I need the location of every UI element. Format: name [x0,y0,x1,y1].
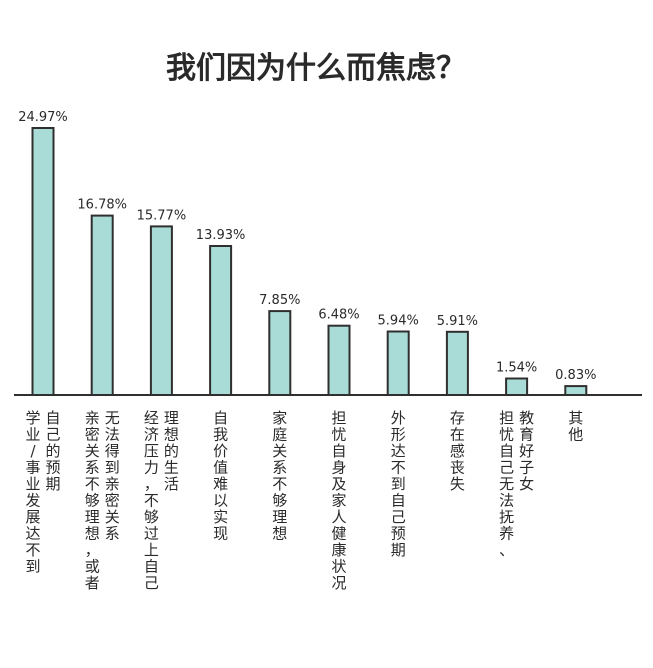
category-label-2-1: 理想的生活 [164,409,179,493]
bar-7 [445,330,469,396]
chart-title: 我们因为什么而焦虑？ [166,51,466,86]
value-label-1: 16.78% [77,198,127,213]
category-label-1-0: 亲密关系不够理想，或者 [85,409,100,592]
value-label-3: 13.93% [196,228,246,243]
category-label-0-1: 自己的预期 [45,409,60,493]
bar-4 [268,310,292,397]
value-label-7: 5.91% [437,314,478,329]
category-label-2-0: 经济压力，不够过上自己 [144,409,159,592]
value-label-2: 15.77% [137,208,187,223]
category-label-1-1: 无法得到亲密关系 [105,409,120,543]
category-label-4-0: 家庭关系不够理想 [272,409,287,543]
category-label-5-0: 担忧自身及家人健康状况 [331,409,346,592]
bar-0 [31,127,55,396]
category-label-8-0: 担忧自己无法抚养、 [499,409,514,559]
value-label-9: 0.83% [555,368,596,383]
bar-5 [327,324,351,397]
bar-9 [564,385,588,397]
bar-2 [149,225,173,396]
category-label-7-0: 存在感丧失 [450,409,465,493]
bar-8 [505,377,529,396]
value-label-6: 5.94% [378,314,419,329]
bar-3 [209,245,233,396]
category-label-6-0: 外形达不到自己预期 [391,409,406,559]
bars-layer: 24.97% 16.78% 15.77% 13.93% 7.85% 6.48% 5.94% 5… [18,110,596,397]
bar-6 [386,330,410,396]
value-label-0: 24.97% [18,110,68,125]
value-label-4: 7.85% [259,293,300,308]
category-label-8-1: 教育好子女 [519,409,534,493]
category-label-9-0: 其他 [568,409,583,444]
category-label-3-0: 自我价值难以实现 [213,409,228,543]
value-label-8: 1.54% [496,361,537,376]
value-label-5: 6.48% [318,308,359,323]
category-label-0-0: 学业/事业发展达不到 [25,409,40,576]
bar-1 [90,214,114,396]
